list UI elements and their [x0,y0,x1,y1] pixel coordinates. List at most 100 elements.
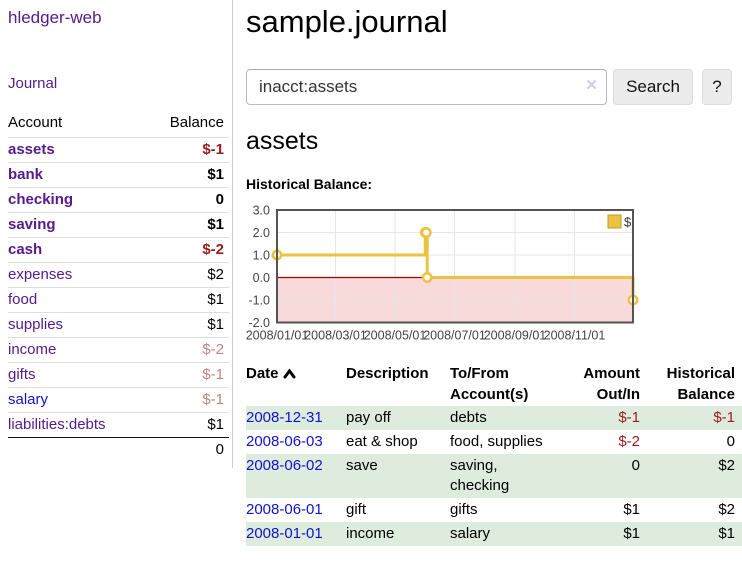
account-link[interactable]: expenses [8,266,73,283]
account-row: checking 0 [8,187,229,213]
app-title-link[interactable]: hledger-web [8,8,102,27]
txn-header-description: Description [346,365,429,382]
transaction-row: 2008-12-31 pay off debts $-1 $-1 [246,406,742,430]
txn-date-link[interactable]: 2008-01-01 [246,525,323,542]
txn-description-cell: gift [346,501,367,518]
txn-date-link[interactable]: 2008-12-31 [246,409,323,426]
clear-search-icon[interactable]: ✕ [585,77,598,94]
account-link[interactable]: salary [8,391,49,408]
search-input[interactable] [246,69,607,105]
account-link[interactable]: liabilities:debts [8,416,106,433]
account-link[interactable]: income [8,341,57,358]
account-balance: $2 [207,266,224,283]
txn-amount-cell: $1 [623,525,640,542]
account-balance: 0 [215,191,224,208]
txn-accounts-cell: salary [450,525,491,542]
account-balance: $-1 [202,366,224,383]
search-form: ✕ Search ? [246,69,742,105]
accounts-header-balance: Balance [169,114,224,131]
transaction-row: 2008-06-01 gift gifts $1 $2 [246,498,742,522]
txn-date-link[interactable]: 2008-06-02 [246,457,323,474]
account-link[interactable]: gifts [8,366,36,383]
account-row: gifts $-1 [8,362,229,388]
account-row: income $-2 [8,337,229,363]
txn-description-cell: pay off [346,409,391,426]
account-link[interactable]: cash [8,241,43,258]
page-title: sample.journal [246,4,448,39]
account-link[interactable]: saving [8,216,56,233]
account-balance: $1 [207,291,224,308]
accounts-total-row: 0 [8,437,229,463]
account-row: expenses $2 [8,262,229,288]
account-balance: $1 [207,216,224,233]
account-link[interactable]: bank [8,166,44,183]
txn-balance-cell: $1 [718,525,735,542]
search-button[interactable]: Search [613,69,693,105]
transaction-row: 2008-01-01 income salary $1 $1 [246,522,742,546]
account-balance: $-1 [202,391,224,408]
account-balance: $-1 [202,141,224,158]
x-tick-label: 2008/03/01 [304,329,367,343]
y-tick-label: -2.0 [248,316,270,330]
txn-accounts-cell: gifts [450,501,478,518]
y-tick-label: 3.0 [253,205,270,218]
legend-swatch [607,214,622,229]
sidebar: hledger-web Journal Account Balance asse… [0,0,233,468]
txn-date-link[interactable]: 2008-06-03 [246,433,323,450]
accounts-table: Account Balance assets $-1 bank $1 checking 0… [8,114,229,462]
txn-balance-cell: $2 [718,501,735,518]
txn-description-cell: save [346,457,378,474]
txn-header-accounts: To/From Account(s) [450,365,529,403]
historical-balance-chart: 3.0 2.0 1.0 0.0 -1.0 -2.0 2008/01/01 2008/03/01… [246,204,742,347]
y-tick-label: 1.0 [253,249,270,263]
account-row: bank $1 [8,162,229,188]
txn-balance-cell: 0 [726,433,735,450]
account-link[interactable]: checking [8,191,74,208]
plot-border [276,209,634,324]
account-balance: $1 [207,316,224,333]
account-link[interactable]: assets [8,141,55,158]
sidebar-panel: hledger-web Journal Account Balance asse… [0,0,233,468]
account-link[interactable]: supplies [8,316,64,333]
account-row: supplies $1 [8,312,229,338]
txn-description-cell: income [346,525,395,542]
data-point [421,272,433,283]
sort-ascending-icon [283,364,296,385]
account-balance: $1 [207,166,224,183]
account-heading: assets [246,127,319,155]
data-point [420,227,432,238]
main-content: sample.journal ✕ Search ? assets Histori… [233,0,742,546]
txn-accounts-cell: debts [450,409,487,426]
txn-date-cell: 2008-06-02 [246,454,346,498]
legend-label: $ [624,215,632,230]
txn-date-cell: 2008-06-03 [246,430,346,454]
txn-header-date[interactable]: Date [246,363,346,406]
y-tick-label: 0.0 [253,271,270,285]
txn-date-cell: 2008-01-01 [246,522,346,546]
journal-link[interactable]: Journal [8,75,58,92]
y-tick-label: -1.0 [248,294,270,308]
account-row: liabilities:debts $1 [8,412,229,438]
transaction-row: 2008-06-02 save saving, checking 0 $2 [246,454,742,498]
account-balance: $-2 [202,341,224,358]
txn-amount-cell: $-1 [618,409,640,426]
y-tick-label: 2.0 [253,226,270,240]
x-tick-label: 2008/05/01 [364,329,427,343]
account-row: cash $-2 [8,237,229,263]
help-button[interactable]: ? [702,69,732,105]
x-tick-label: 2008/07/01 [423,329,486,343]
chart-title: Historical Balance: [246,176,373,192]
txn-date-cell: 2008-12-31 [246,406,346,430]
account-link[interactable]: food [8,291,38,308]
transactions-table: Date Description To/From Account(s) Amou… [246,363,742,546]
txn-balance-cell: $2 [718,457,735,474]
txn-date-cell: 2008-06-01 [246,498,346,522]
txn-amount-cell: $1 [623,501,640,518]
x-tick-label: 2008/11/01 [544,329,606,343]
account-row: salary $-1 [8,387,229,413]
txn-amount-cell: $-2 [618,433,640,450]
txn-date-link[interactable]: 2008-06-01 [246,501,323,518]
txn-balance-cell: $-1 [713,409,735,426]
transaction-row: 2008-06-03 eat & shop food, supplies $-2 0 [246,430,742,454]
